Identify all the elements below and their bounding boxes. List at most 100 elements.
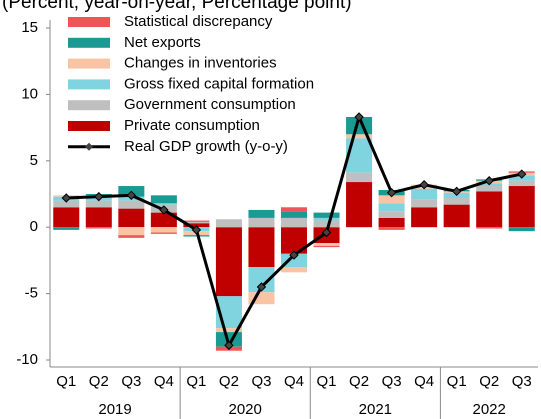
legend-marker xyxy=(85,142,93,151)
bar-segment xyxy=(346,172,373,183)
legend-swatch xyxy=(68,121,110,131)
bar-segment xyxy=(411,207,438,228)
bar-segment xyxy=(53,227,80,230)
legend-swatch xyxy=(68,17,110,27)
x-tick-label: Q3 xyxy=(382,373,402,390)
bar-segment xyxy=(508,180,535,187)
bar-segment xyxy=(476,227,503,229)
bar-segment xyxy=(280,207,308,212)
gdp-marker xyxy=(126,190,137,201)
x-tick-label: Q2 xyxy=(349,373,369,390)
bar-segment xyxy=(150,212,177,228)
x-tick-label: Q1 xyxy=(317,373,337,390)
bar-segment xyxy=(280,253,308,268)
gdp-marker xyxy=(386,187,397,198)
legend-label: Real GDP growth (y-o-y) xyxy=(124,138,288,155)
bar-segment xyxy=(150,227,177,233)
bar-segment xyxy=(183,221,210,224)
gdp-marker xyxy=(191,225,202,235)
bar-segment xyxy=(118,200,145,209)
bar-segment xyxy=(85,227,112,229)
legend-label: Private consumption xyxy=(124,117,260,134)
bar-segment xyxy=(248,217,275,228)
gdp-marker xyxy=(484,176,494,186)
y-tick-label: 5 xyxy=(30,152,38,169)
bar-segment xyxy=(411,199,438,208)
x-tick-label: Q3 xyxy=(251,373,271,390)
bar-segment xyxy=(313,220,340,228)
bar-segment xyxy=(476,186,503,192)
bar-segment xyxy=(85,200,112,208)
bar-segment xyxy=(280,211,308,218)
x-tick-label: Q4 xyxy=(284,373,304,390)
bar-segment xyxy=(248,292,275,305)
x-tick-label: Q4 xyxy=(154,373,174,390)
legend-swatch xyxy=(68,58,110,69)
bar-segment xyxy=(215,328,242,333)
legend-label: Net exports xyxy=(124,34,201,51)
x-group-label: 2020 xyxy=(229,401,262,418)
gdp-marker xyxy=(321,227,332,238)
bar-segment xyxy=(313,245,340,248)
chart-title: (Percent, year-on-year, Percentage point… xyxy=(2,0,352,13)
bar-segment xyxy=(118,235,145,238)
gdp-marker xyxy=(61,193,71,203)
x-tick-label: Q2 xyxy=(219,373,239,390)
bar-segment xyxy=(443,204,470,228)
x-tick-label: Q1 xyxy=(186,373,206,390)
bar-segment xyxy=(248,209,275,218)
y-tick-label: 0 xyxy=(30,218,38,235)
bar-segment xyxy=(248,227,275,268)
bar-segment xyxy=(411,188,438,200)
x-tick-label: Q2 xyxy=(89,373,109,390)
gdp-marker xyxy=(256,282,267,292)
bar-segment xyxy=(118,208,145,228)
bar-segment xyxy=(215,219,242,228)
bar-segment xyxy=(150,203,177,205)
bar-segment xyxy=(346,138,373,173)
gdp-marker xyxy=(94,191,104,202)
bar-segment xyxy=(85,207,112,228)
bar-segment xyxy=(313,243,340,246)
bar-segment xyxy=(378,203,405,212)
bar-segment xyxy=(150,232,177,234)
bar-segment xyxy=(443,197,470,205)
gdp-marker xyxy=(451,186,462,197)
x-group-label: 2022 xyxy=(473,401,506,418)
x-tick-label: Q3 xyxy=(121,373,141,390)
legend-label: Government consumption xyxy=(124,96,296,113)
bar-segment xyxy=(183,235,210,237)
bar-segment xyxy=(378,211,405,218)
y-tick-label: 15 xyxy=(21,19,38,36)
legend-swatch xyxy=(68,79,110,90)
x-tick-label: Q2 xyxy=(479,373,499,390)
bar-segment xyxy=(280,267,308,273)
gdp-marker xyxy=(224,340,234,351)
bar-segment xyxy=(346,182,373,228)
bar-segment xyxy=(346,134,373,139)
bar-segment xyxy=(508,186,535,228)
bar-segment xyxy=(150,195,177,204)
legend-label: Statistical discrepancy xyxy=(124,13,273,30)
bar-segment xyxy=(378,195,405,204)
bar-segment xyxy=(378,227,405,230)
x-group-label: 2019 xyxy=(98,401,131,418)
y-tick-label: 10 xyxy=(21,85,38,102)
bar-segment xyxy=(313,212,340,218)
gdp-marker xyxy=(354,112,364,122)
bar-segment xyxy=(183,220,210,222)
bar-segment xyxy=(118,227,145,236)
legend-label: Changes in inventories xyxy=(124,55,277,72)
x-tick-label: Q1 xyxy=(447,373,467,390)
legend-swatch xyxy=(68,100,110,111)
legend-label: Gross fixed capital formation xyxy=(124,75,314,92)
legend-swatch xyxy=(68,37,110,48)
y-tick-label: -5 xyxy=(25,285,38,302)
x-tick-label: Q3 xyxy=(512,373,532,390)
bar-segment xyxy=(53,200,80,208)
x-tick-label: Q1 xyxy=(56,373,76,390)
y-tick-label: -10 xyxy=(16,351,38,368)
bar-segment xyxy=(215,227,242,297)
gdp-marker xyxy=(419,179,429,190)
